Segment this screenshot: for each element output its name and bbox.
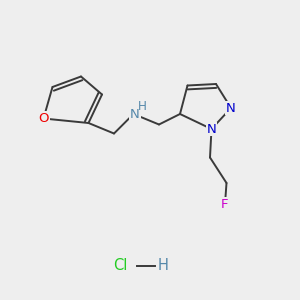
Text: O: O: [38, 112, 49, 125]
Text: F: F: [221, 197, 229, 211]
Text: H: H: [158, 258, 169, 273]
Text: N: N: [207, 122, 216, 136]
Text: H: H: [138, 100, 147, 113]
Text: N: N: [226, 101, 236, 115]
Text: Cl: Cl: [113, 258, 127, 273]
Text: N: N: [130, 107, 140, 121]
